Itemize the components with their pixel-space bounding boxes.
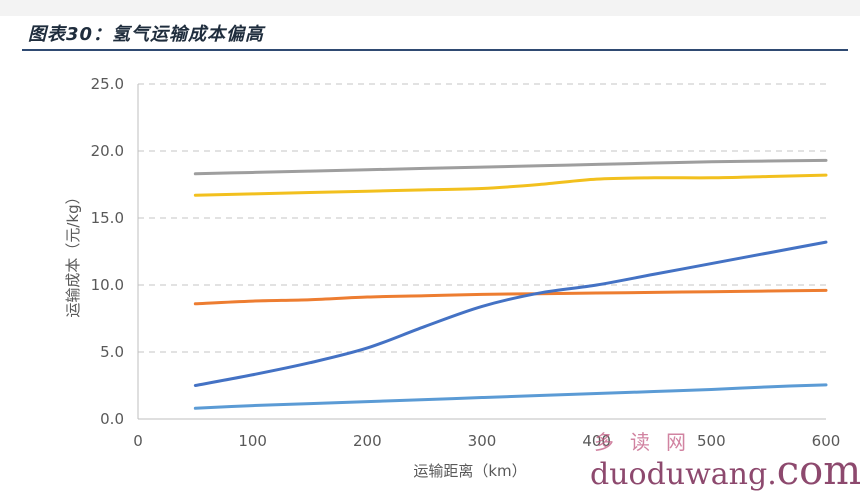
series-line-4: [193, 240, 828, 387]
watermark-url-prefix: duoduwang.: [590, 457, 777, 492]
y-tick-label: 5.0: [100, 343, 124, 361]
x-axis-label: 运输距离（km）: [413, 462, 526, 480]
series-layer: [193, 158, 828, 410]
top-band: [0, 0, 860, 16]
x-tick-label: 0: [133, 432, 143, 450]
y-tick-label: 0.0: [100, 410, 124, 428]
watermark-url-suffix: com: [776, 448, 860, 494]
figure-title: 图表30：氢气运输成本偏高: [28, 24, 265, 45]
x-tick-label: 600: [812, 432, 841, 450]
y-axis-label: 运输成本（元/kg）: [64, 189, 82, 317]
y-tick-label: 10.0: [91, 276, 124, 294]
x-tick-label: 400: [582, 432, 611, 450]
watermark-url: duoduwang.com: [590, 448, 860, 494]
y-tick-label: 25.0: [91, 75, 124, 93]
title-rule: [22, 49, 848, 51]
y-tick-label: 15.0: [91, 209, 124, 227]
axis-layer: [137, 84, 826, 420]
watermark-chinese: 多读网: [594, 430, 702, 454]
x-tick-label: 500: [697, 432, 726, 450]
x-tick-label: 200: [353, 432, 382, 450]
x-tick-label: 100: [238, 432, 267, 450]
label-layer: 0.0 5.0 10.0 15.0 20.0 25.0 0 100 200 300 400 500 60…: [64, 75, 840, 480]
y-tick-label: 20.0: [91, 142, 124, 160]
series-line-3: [193, 288, 828, 306]
x-tick-label: 300: [468, 432, 497, 450]
series-line-1: [193, 158, 828, 176]
grid-layer: [138, 83, 826, 353]
series-line-5: [193, 383, 828, 410]
series-line-2: [193, 173, 828, 197]
